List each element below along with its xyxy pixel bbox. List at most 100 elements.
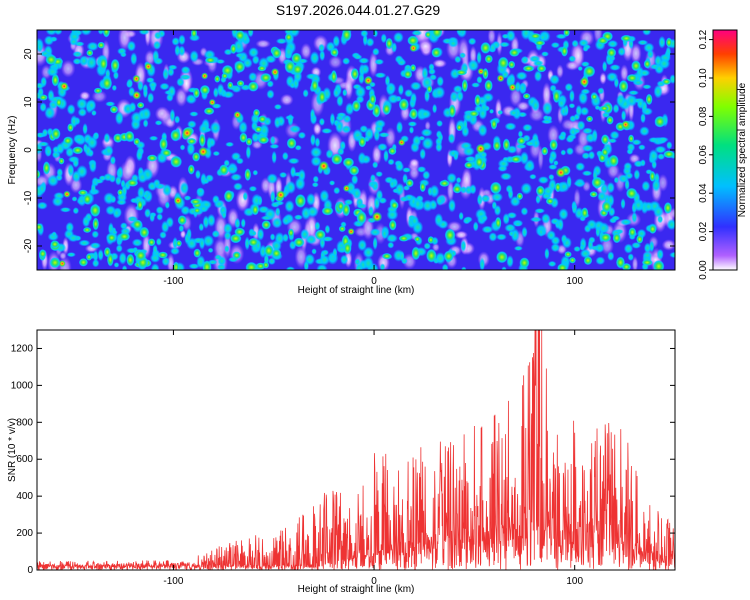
heatmap-cell [260,215,273,221]
heatmap-cell [640,112,646,124]
heatmap-cell [521,226,528,238]
heatmap-cell [456,123,463,132]
heatmap-cell [92,217,100,231]
heatmap-cell [189,50,199,63]
heatmap-cell [623,243,634,254]
heatmap-cell [564,251,572,258]
heatmap-cell [573,128,581,134]
heatmap-cell [110,229,118,235]
heatmap-cell [93,178,105,184]
heatmap-cell [279,171,288,179]
heatmap-cell [449,91,459,103]
heatmap-cell [109,155,116,165]
heatmap-cell [404,64,412,71]
heatmap-cell [284,199,295,213]
heatmap-cell [132,219,143,230]
heatmap-cell [101,76,113,91]
heatmap-cell [217,255,227,267]
heatmap-cell [522,92,531,100]
heatmap-cell [120,222,128,230]
heatmap-cell [274,231,285,245]
heatmap-cell [341,125,352,134]
heatmap-cell [162,67,169,81]
heatmap-cell [480,214,488,222]
heatmap-cell [56,142,65,155]
heatmap-cell [37,41,43,53]
heatmap-cell [569,89,575,103]
snr-xlabel: Height of straight line (km) [298,584,415,595]
heatmap-cell [152,244,158,256]
heatmap-cell [155,206,164,215]
heatmap-cell [230,173,242,182]
heatmap-cell [192,151,201,162]
heatmap-cell [137,171,148,184]
heatmap-cell [652,260,665,270]
heatmap-xlabel: Height of straight line (km) [298,285,415,296]
heatmap-cell [245,261,258,270]
heatmap-cell [520,55,529,64]
heatmap-cell [311,182,319,188]
heatmap-cell [328,55,343,69]
heatmap-cell [318,43,325,53]
heatmap-cell [335,119,344,134]
heatmap-cell [502,156,509,163]
heatmap-cell [340,254,349,265]
heatmap-cell [369,228,381,237]
heatmap-cell [109,105,119,114]
heatmap-ytick-label: -20 [23,238,34,253]
heatmap-cell [135,249,147,262]
heatmap-cell [351,99,361,113]
heatmap-cell [529,173,537,180]
heatmap-cell [628,134,635,143]
heatmap-cell [193,207,201,214]
heatmap-cell [67,123,74,133]
heatmap-cell [599,232,612,243]
heatmap-cell [661,239,675,251]
heatmap-cell [597,191,607,202]
heatmap-cell [517,130,524,138]
heatmap-cell [657,153,666,160]
heatmap-cell [213,237,228,260]
heatmap-cell [37,142,43,155]
heatmap-cell [181,127,193,139]
heatmap-cell [484,79,493,92]
heatmap-cell [90,181,97,196]
heatmap-cell [386,233,398,243]
heatmap-cell [245,137,253,146]
heatmap-cell [336,94,344,107]
heatmap-cell [139,226,150,239]
heatmap-cell [539,33,547,42]
heatmap-cell [271,150,277,164]
heatmap-cell [212,150,220,157]
heatmap-cell [126,78,134,88]
heatmap-cell [452,150,459,161]
heatmap-cell [89,242,101,249]
heatmap-cell [431,30,443,39]
heatmap-cell [362,256,374,270]
heatmap-cell [221,210,227,220]
heatmap-cell [148,135,159,141]
heatmap-cell [469,184,477,195]
heatmap-cell [126,253,135,267]
heatmap-cell [332,35,340,48]
heatmap-cell [600,134,610,145]
heatmap-cell [319,49,326,62]
heatmap-cell [350,67,359,81]
heatmap-cell [579,76,590,87]
snr-xtick-label: -100 [163,576,183,587]
heatmap-cell [360,63,370,75]
heatmap-cell [588,150,596,160]
heatmap-cell [568,55,577,63]
heatmap-cell [535,185,545,197]
heatmap-cell [204,56,217,64]
heatmap-cell [371,180,379,192]
heatmap-cell [433,86,446,99]
heatmap-cell [88,159,97,173]
heatmap-cell [198,236,206,250]
heatmap-cell [170,129,181,142]
heatmap-cell [609,64,621,71]
heatmap-cell [150,263,160,270]
heatmap-cell [657,215,664,224]
heatmap-cell [508,60,516,69]
heatmap-cell [565,135,575,143]
